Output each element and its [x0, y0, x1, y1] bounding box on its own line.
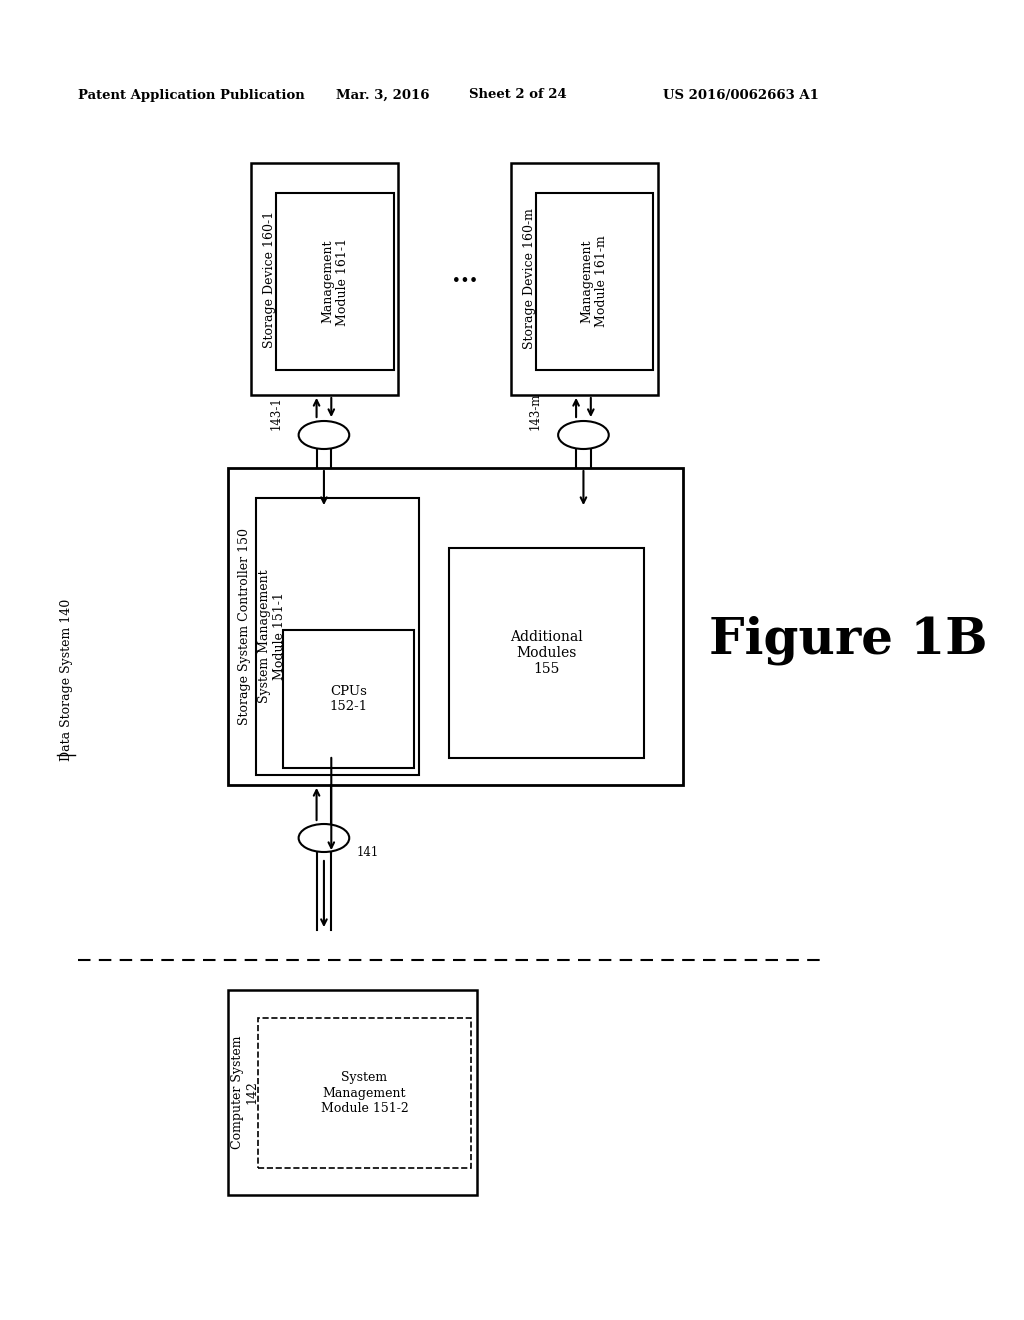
Ellipse shape — [299, 421, 349, 449]
Text: Patent Application Publication: Patent Application Publication — [78, 88, 305, 102]
Text: Sheet 2 of 24: Sheet 2 of 24 — [469, 88, 567, 102]
Bar — [251, 162, 398, 395]
Text: 141: 141 — [356, 846, 379, 859]
Text: US 2016/0062663 A1: US 2016/0062663 A1 — [663, 88, 818, 102]
Text: ...: ... — [452, 263, 477, 286]
Bar — [256, 498, 419, 775]
Bar — [536, 193, 653, 370]
Text: Storage System Controller 150: Storage System Controller 150 — [239, 528, 251, 725]
Text: System
Management
Module 151-2: System Management Module 151-2 — [321, 1072, 409, 1114]
Bar — [276, 193, 394, 370]
Bar — [258, 1018, 471, 1168]
Text: Storage Device 160-m: Storage Device 160-m — [522, 209, 536, 350]
Text: Management
Module 161-m: Management Module 161-m — [581, 236, 608, 327]
Text: System Management
Module 151-1: System Management Module 151-1 — [258, 570, 287, 704]
Text: 143-m: 143-m — [529, 392, 542, 430]
Text: CPUs
152-1: CPUs 152-1 — [330, 685, 368, 713]
Bar — [228, 469, 683, 785]
Bar — [511, 162, 658, 395]
Text: Computer System
142: Computer System 142 — [230, 1036, 259, 1150]
Ellipse shape — [558, 421, 608, 449]
Text: Additional
Modules
155: Additional Modules 155 — [510, 630, 583, 676]
Ellipse shape — [299, 824, 349, 851]
Bar — [450, 548, 644, 758]
Text: 143-1: 143-1 — [269, 396, 283, 430]
Text: Figure 1B: Figure 1B — [709, 615, 987, 665]
Text: Management
Module 161-1: Management Module 161-1 — [321, 238, 349, 326]
Text: Storage Device 160-1: Storage Device 160-1 — [263, 210, 276, 347]
Text: Mar. 3, 2016: Mar. 3, 2016 — [336, 88, 429, 102]
Text: Data Storage System 140: Data Storage System 140 — [59, 599, 73, 762]
Bar — [228, 990, 477, 1195]
Bar — [284, 630, 414, 768]
